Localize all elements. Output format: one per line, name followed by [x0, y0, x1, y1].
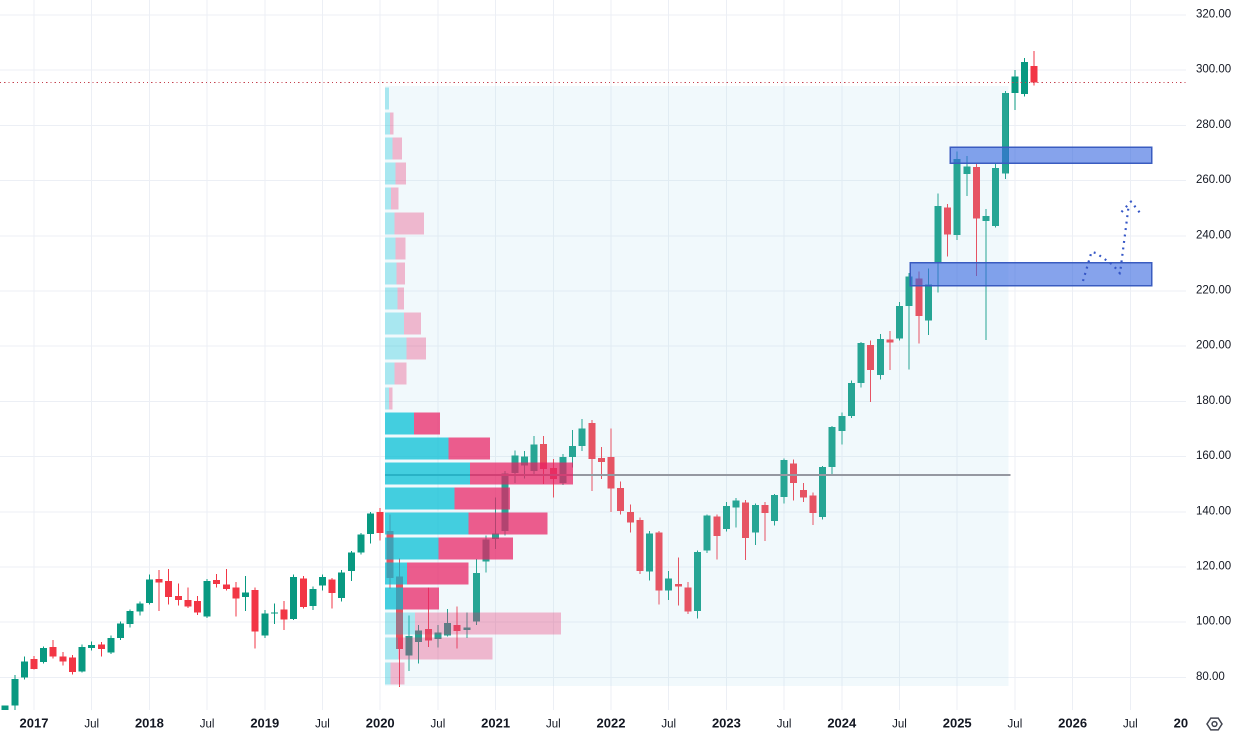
svg-text:Jul: Jul [84, 719, 99, 731]
svg-text:2020: 2020 [366, 716, 395, 731]
svg-text:Jul: Jul [200, 719, 215, 731]
svg-text:2022: 2022 [597, 716, 626, 731]
svg-text:2026: 2026 [1058, 716, 1087, 731]
svg-text:2019: 2019 [250, 716, 279, 731]
svg-text:Jul: Jul [1123, 719, 1138, 731]
svg-text:220.00: 220.00 [1196, 285, 1231, 297]
svg-text:2024: 2024 [827, 716, 857, 731]
svg-text:Jul: Jul [1008, 719, 1023, 731]
svg-text:2025: 2025 [943, 716, 972, 731]
svg-text:240.00: 240.00 [1196, 229, 1231, 241]
svg-text:160.00: 160.00 [1196, 450, 1231, 462]
svg-text:Jul: Jul [777, 719, 792, 731]
svg-text:2027: 2027 [1174, 716, 1203, 731]
svg-text:Jul: Jul [315, 719, 330, 731]
svg-text:Jul: Jul [431, 719, 446, 731]
svg-text:Jul: Jul [661, 719, 676, 731]
svg-text:2023: 2023 [712, 716, 741, 731]
svg-text:2021: 2021 [481, 716, 510, 731]
svg-text:2018: 2018 [135, 716, 164, 731]
svg-text:80.00: 80.00 [1196, 671, 1225, 683]
svg-text:100.00: 100.00 [1196, 616, 1231, 628]
svg-text:300.00: 300.00 [1196, 64, 1231, 76]
svg-text:120.00: 120.00 [1196, 561, 1231, 573]
svg-text:2017: 2017 [20, 716, 49, 731]
svg-text:320.00: 320.00 [1196, 9, 1231, 21]
svg-text:200.00: 200.00 [1196, 340, 1231, 352]
svg-text:Jul: Jul [892, 719, 907, 731]
svg-text:180.00: 180.00 [1196, 395, 1231, 407]
svg-text:280.00: 280.00 [1196, 119, 1231, 131]
svg-text:260.00: 260.00 [1196, 174, 1231, 186]
svg-text:Jul: Jul [546, 719, 561, 731]
svg-text:140.00: 140.00 [1196, 505, 1231, 517]
